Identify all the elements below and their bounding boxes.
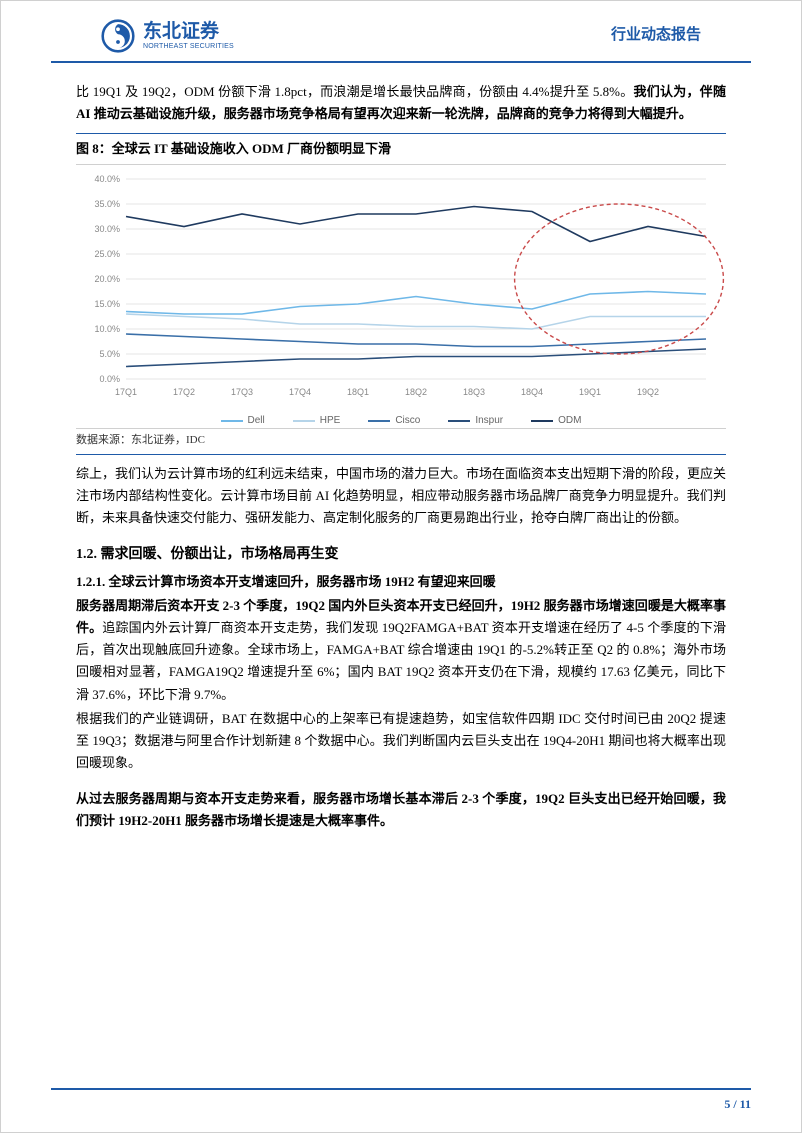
svg-text:20.0%: 20.0% (94, 274, 120, 284)
svg-text:18Q2: 18Q2 (405, 387, 427, 397)
legend-label: Cisco (395, 412, 420, 429)
legend-swatch (448, 420, 470, 422)
legend-label: ODM (558, 412, 581, 429)
svg-text:17Q2: 17Q2 (173, 387, 195, 397)
legend-item: Dell (221, 412, 265, 429)
report-type: 行业动态报告 (611, 23, 701, 49)
svg-text:25.0%: 25.0% (94, 249, 120, 259)
svg-text:18Q4: 18Q4 (521, 387, 543, 397)
legend-item: Cisco (368, 412, 420, 429)
svg-text:17Q3: 17Q3 (231, 387, 253, 397)
intro-paragraph: 比 19Q1 及 19Q2，ODM 份额下滑 1.8pct，而浪潮是增长最快品牌… (76, 81, 726, 125)
intro-text: 比 19Q1 及 19Q2，ODM 份额下滑 1.8pct，而浪潮是增长最快品牌… (76, 84, 634, 99)
line-chart: 0.0% 5.0% 10.0% 15.0% 20.0% 25.0% 30.0% 35.0% 40… (76, 169, 726, 429)
svg-text:19Q1: 19Q1 (579, 387, 601, 397)
section-heading-1: 1.2. 需求回暖、份额出让，市场格局再生变 (76, 543, 726, 567)
chart-legend: Dell HPE Cisco Inspur ODM (76, 412, 726, 429)
footer: 5 / 11 (51, 1088, 751, 1114)
page-number: 5 / 11 (724, 1097, 751, 1111)
logo-icon (101, 19, 135, 53)
legend-label: Dell (248, 412, 265, 429)
svg-text:17Q4: 17Q4 (289, 387, 311, 397)
section-heading-2: 1.2.1. 全球云计算市场资本开支增速回升，服务器市场 19H2 有望迎来回暖 (76, 571, 726, 593)
legend-swatch (531, 420, 553, 422)
legend-label: Inspur (475, 412, 503, 429)
header: 东北证券 NORTHEAST SECURITIES 行业动态报告 (51, 1, 751, 63)
legend-swatch (221, 420, 243, 422)
svg-text:18Q3: 18Q3 (463, 387, 485, 397)
svg-text:18Q1: 18Q1 (347, 387, 369, 397)
svg-text:40.0%: 40.0% (94, 174, 120, 184)
figure-title: 图 8：全球云 IT 基础设施收入 ODM 厂商份额明显下滑 (76, 133, 726, 165)
chart-source: 数据来源：东北证券，IDC (76, 431, 726, 455)
legend-swatch (293, 420, 315, 422)
section-p1: 服务器周期滞后资本开支 2-3 个季度，19Q2 国内外巨头资本开支已经回升，1… (76, 595, 726, 705)
legend-item: HPE (293, 412, 341, 429)
legend-swatch (368, 420, 390, 422)
svg-text:35.0%: 35.0% (94, 199, 120, 209)
legend-item: Inspur (448, 412, 503, 429)
svg-text:10.0%: 10.0% (94, 324, 120, 334)
logo-text: 东北证券 NORTHEAST SECURITIES (143, 22, 234, 51)
svg-text:5.0%: 5.0% (99, 349, 120, 359)
svg-text:17Q1: 17Q1 (115, 387, 137, 397)
svg-text:0.0%: 0.0% (99, 374, 120, 384)
summary-paragraph: 综上，我们认为云计算市场的红利远未结束，中国市场的潜力巨大。市场在面临资本支出短… (76, 463, 726, 529)
section-p2: 根据我们的产业链调研，BAT 在数据中心的上架率已有提速趋势，如宝信软件四期 I… (76, 708, 726, 774)
logo-block: 东北证券 NORTHEAST SECURITIES (101, 19, 234, 53)
logo-en: NORTHEAST SECURITIES (143, 43, 234, 51)
section-p3: 从过去服务器周期与资本开支走势来看，服务器市场增长基本滞后 2-3 个季度，19… (76, 788, 726, 832)
content-body: 比 19Q1 及 19Q2，ODM 份额下滑 1.8pct，而浪潮是增长最快品牌… (1, 63, 801, 832)
p1-rest: 追踪国内外云计算厂商资本开支走势，我们发现 19Q2FAMGA+BAT 资本开支… (76, 620, 726, 701)
svg-text:19Q2: 19Q2 (637, 387, 659, 397)
chart-svg: 0.0% 5.0% 10.0% 15.0% 20.0% 25.0% 30.0% 35.0% 40… (76, 169, 726, 399)
legend-label: HPE (320, 412, 341, 429)
svg-text:30.0%: 30.0% (94, 224, 120, 234)
legend-item: ODM (531, 412, 581, 429)
page-container: 东北证券 NORTHEAST SECURITIES 行业动态报告 比 19Q1 … (0, 0, 802, 1133)
logo-cn: 东北证券 (143, 22, 234, 43)
svg-text:15.0%: 15.0% (94, 299, 120, 309)
